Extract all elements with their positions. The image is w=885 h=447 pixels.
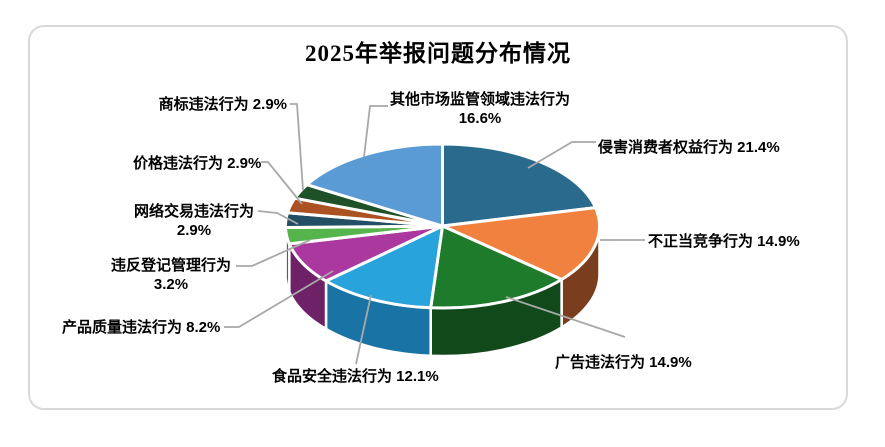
label-registration-violations: 违反登记管理行为 3.2% [110, 257, 231, 293]
label-consumer-rights: 侵害消费者权益行为 21.4% [598, 139, 780, 156]
leader-line-network [257, 210, 299, 225]
leader-line-other [363, 105, 388, 158]
leader-line-registration [236, 239, 311, 267]
pie-slice-0 [441, 142, 597, 228]
leader-line-trademark [290, 103, 304, 191]
chart-title: 2025年举报问题分布情况 [305, 41, 571, 66]
label-unfair-competition: 不正当竞争行为 14.9% [648, 233, 800, 250]
label-product-quality: 产品质量违法行为 8.2% [62, 319, 221, 336]
pie-tops [283, 142, 601, 310]
leader-line-food [355, 294, 372, 365]
label-trademark-violations: 商标违法行为 2.9% [158, 96, 287, 113]
label-food-safety: 食品安全违法行为 12.1% [272, 368, 439, 385]
leader-line-quality [224, 270, 334, 328]
label-price-violations: 价格违法行为 2.9% [133, 155, 262, 172]
pie-slice-2 [429, 224, 564, 310]
label-other-market-violations: 其他市场监管领域违法行为 16.6% [389, 91, 570, 127]
pie-slice-1 [441, 206, 601, 281]
pie-sides [284, 224, 601, 358]
leader-line-price [261, 161, 303, 205]
label-advertising-violations: 广告违法行为 14.9% [555, 354, 692, 371]
pie-slice-3 [324, 224, 444, 310]
label-network-transactions: 网络交易违法行为 2.9% [133, 203, 254, 239]
leader-line-consumer [527, 141, 596, 169]
leader-line-advertising [505, 296, 626, 338]
leader-lines [224, 103, 645, 365]
